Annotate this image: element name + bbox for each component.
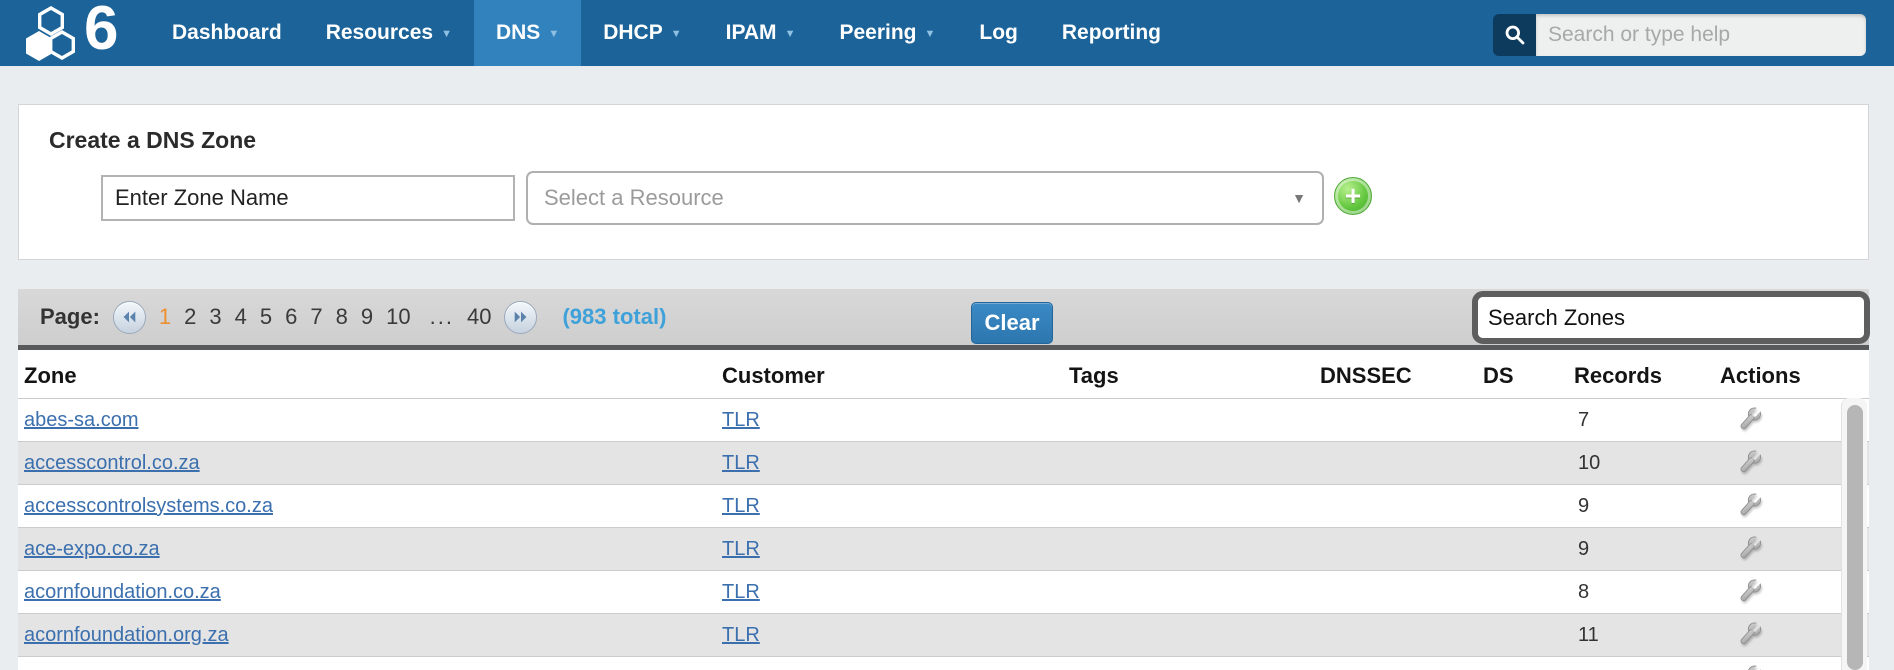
customer-link[interactable]: TLR [722, 495, 760, 517]
global-search [1493, 14, 1866, 56]
nav-item-ipam[interactable]: IPAM ▼ [704, 0, 818, 66]
col-dnssec: DNSSEC [1320, 363, 1412, 388]
table-row: abes-sa.com TLR 7 [18, 398, 1869, 441]
customer-link[interactable]: TLR [722, 409, 760, 431]
create-zone-panel: Create a DNS Zone Select a Resource ▼ + [18, 104, 1869, 260]
table-scrollbar[interactable] [1841, 398, 1867, 670]
zone-link[interactable]: accesscontrol.co.za [24, 452, 200, 474]
zone-link[interactable]: acornfoundation.co.za [24, 581, 221, 603]
wrench-icon[interactable] [1720, 576, 1780, 611]
page-ellipsis: ... [429, 304, 454, 329]
page-link-1[interactable]: 1 [158, 304, 172, 329]
chevron-down-icon: ▼ [670, 28, 682, 40]
col-tags: Tags [1069, 363, 1119, 388]
resource-select-value: Select a Resource [544, 185, 724, 210]
wrench-icon[interactable] [1720, 404, 1780, 439]
col-actions: Actions [1720, 363, 1801, 388]
zone-search-input[interactable] [1478, 297, 1864, 338]
chevron-down-icon: ▼ [548, 28, 560, 40]
table-body: abes-sa.com TLR 7 accesscontrol.co.za TL… [18, 398, 1869, 656]
records-count: 11 [1578, 624, 1599, 646]
page-label: Page: [40, 304, 100, 329]
zone-name-input[interactable] [101, 175, 515, 221]
table-row: accesscontrolsystems.co.za TLR 9 [18, 484, 1869, 527]
nav-item-dashboard[interactable]: Dashboard [172, 21, 282, 44]
col-zone: Zone [24, 363, 77, 388]
records-count: 7 [1578, 409, 1590, 431]
global-search-input[interactable] [1536, 14, 1866, 56]
zone-link[interactable]: ace-expo.co.za [24, 538, 160, 560]
page-number-list: 1 2 3 4 5 6 7 8 9 10 [159, 304, 411, 330]
records-count: 10 [1578, 452, 1601, 474]
brand-number: 6 [84, 0, 119, 63]
nav-item-dhcp[interactable]: DHCP ▼ [581, 0, 703, 66]
page-link-4[interactable]: 4 [234, 304, 247, 329]
customer-link[interactable]: TLR [722, 624, 760, 646]
wrench-icon[interactable] [1720, 447, 1780, 482]
total-count: (983 total) [562, 304, 667, 329]
col-records: Records [1574, 363, 1663, 388]
wrench-icon[interactable] [1720, 662, 1780, 670]
table-row: ace-expo.co.za TLR 9 [18, 527, 1869, 570]
page-link-10[interactable]: 10 [386, 304, 411, 329]
nav-menu: Dashboard Resources ▼ DNS ▼ DHCP ▼ IPAM ▼ Peering… [150, 0, 1183, 66]
col-customer: Customer [722, 363, 825, 388]
nav-item-dns[interactable]: DNS ▼ [473, 0, 582, 66]
zone-link[interactable]: acornfoundation.org.za [24, 624, 229, 646]
zones-table: Zone Customer Tags DNSSEC DS Records Act… [18, 350, 1869, 670]
page-link-9[interactable]: 9 [360, 304, 374, 329]
zone-search-box [1472, 291, 1870, 344]
page-link-5[interactable]: 5 [259, 304, 273, 329]
table-row: acornfoundation.co.za TLR 8 [18, 570, 1869, 613]
page-link-3[interactable]: 3 [209, 304, 222, 329]
search-icon[interactable] [1493, 14, 1536, 56]
next-page-button[interactable] [504, 300, 538, 334]
page-link-8[interactable]: 8 [335, 304, 348, 329]
table-row: accesscontrol.co.za TLR 10 [18, 441, 1869, 484]
table-row-cutoff [18, 656, 1869, 670]
page-link-last[interactable]: 40 [467, 304, 492, 329]
customer-link[interactable]: TLR [722, 538, 760, 560]
nav-item-peering[interactable]: Peering ▼ [817, 0, 957, 66]
records-count: 8 [1578, 581, 1590, 603]
records-count: 9 [1578, 538, 1590, 560]
pagination-bar: Page: 1 2 3 4 5 6 7 8 9 10 ... 40 (983 total) Cle… [18, 289, 1870, 350]
chevron-down-icon: ▼ [784, 28, 796, 40]
nav-item-log[interactable]: Log [979, 21, 1018, 44]
wrench-icon[interactable] [1720, 619, 1780, 654]
chevron-down-icon: ▼ [924, 28, 936, 40]
top-navbar: 6 Dashboard Resources ▼ DNS ▼ DHCP ▼ IPAM ▼ Peeri… [0, 0, 1894, 66]
wrench-icon[interactable] [1720, 533, 1780, 568]
clear-button[interactable]: Clear [971, 302, 1053, 344]
add-zone-button[interactable]: + [1334, 177, 1372, 215]
table-header: Zone Customer Tags DNSSEC DS Records Act… [18, 350, 1869, 398]
first-page-button[interactable] [112, 300, 146, 334]
nav-item-resources[interactable]: Resources ▼ [304, 0, 474, 66]
customer-link[interactable]: TLR [722, 581, 760, 603]
chevron-down-icon: ▼ [1292, 190, 1306, 206]
resource-select[interactable]: Select a Resource ▼ [526, 171, 1324, 225]
page-link-2[interactable]: 2 [184, 304, 197, 329]
scrollbar-thumb[interactable] [1847, 405, 1863, 670]
double-chevron-right-icon [514, 311, 527, 323]
records-count: 9 [1578, 495, 1590, 517]
hexagon-cluster-icon [25, 6, 75, 61]
page-link-7[interactable]: 7 [310, 304, 323, 329]
wrench-icon[interactable] [1720, 490, 1780, 525]
table-row: acornfoundation.org.za TLR 11 [18, 613, 1869, 656]
zone-link[interactable]: abes-sa.com [24, 409, 139, 431]
zone-link[interactable]: accesscontrolsystems.co.za [24, 495, 273, 517]
page-link-6[interactable]: 6 [285, 304, 298, 329]
double-chevron-left-icon [124, 311, 136, 323]
nav-item-reporting[interactable]: Reporting [1061, 21, 1162, 44]
app-logo[interactable]: 6 [14, 0, 164, 66]
col-ds: DS [1483, 363, 1514, 388]
plus-icon: + [1344, 180, 1362, 211]
customer-link[interactable]: TLR [722, 452, 760, 474]
panel-title: Create a DNS Zone [49, 127, 257, 153]
chevron-down-icon: ▼ [441, 28, 452, 40]
